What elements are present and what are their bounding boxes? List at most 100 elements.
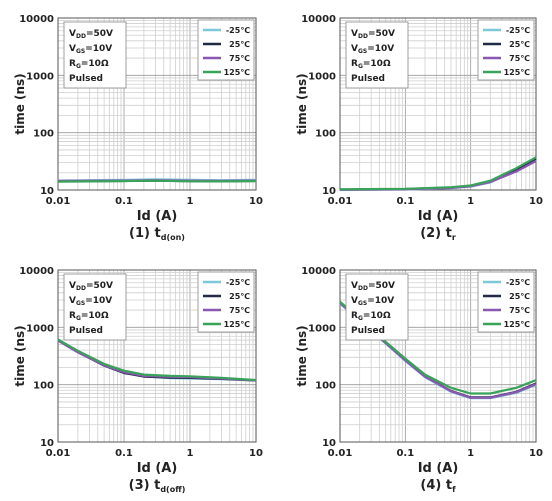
x-tick-label: 1: [187, 196, 194, 207]
condition-main: V: [69, 281, 76, 291]
legend-label: 75℃: [509, 306, 530, 315]
condition-text: RG=10Ω: [351, 59, 391, 70]
plot-frame: [57, 17, 257, 191]
condition-rest: =50V: [368, 281, 395, 291]
condition-main: R: [69, 311, 76, 321]
plot-frame: [57, 269, 257, 443]
x-axis-label: Id (A): [137, 461, 178, 476]
y-tick-label: 10000: [19, 14, 54, 25]
legend-label: -25℃: [506, 26, 530, 35]
condition-subscript: DD: [76, 33, 86, 40]
legend-label: -25℃: [226, 278, 250, 287]
condition-rest: =10Ω: [81, 59, 109, 69]
condition-subscript: G: [76, 63, 81, 70]
x-tick-label: 0.01: [46, 196, 71, 207]
condition-subscript: G: [76, 315, 81, 322]
condition-rest: =10Ω: [81, 311, 109, 321]
x-tick-label: 1: [467, 448, 474, 459]
condition-rest: =10V: [367, 44, 394, 54]
y-tick-label: 10: [322, 438, 336, 449]
condition-main: R: [69, 59, 76, 69]
condition-main: V: [69, 296, 76, 306]
condition-subscript: GS: [76, 300, 85, 307]
condition-text: VDD=50V: [351, 281, 395, 292]
y-tick-label: 10: [40, 186, 54, 197]
panel-caption: (4) tf: [420, 478, 456, 494]
y-tick-label: 10000: [19, 266, 54, 277]
condition-text: VGS=10V: [351, 44, 394, 55]
conditions-frame: [63, 273, 127, 341]
condition-main: V: [351, 44, 358, 54]
panel-caption: (3) td(off): [129, 478, 186, 494]
conditions-frame: [345, 273, 409, 341]
y-axis-label: time (ns): [295, 325, 309, 386]
x-axis-label: Id (A): [137, 209, 178, 224]
condition-text: RG=10Ω: [351, 311, 391, 322]
series-line-4: [339, 156, 537, 191]
x-tick-label: 10: [249, 448, 263, 459]
conditions-frame: [63, 21, 127, 89]
legend: -25℃ 25℃ 75℃ 125℃: [197, 19, 255, 81]
caption-subscript: f: [452, 485, 456, 494]
condition-text: RG=10Ω: [69, 59, 109, 70]
x-tick-label: 0.1: [115, 448, 133, 459]
legend-label: 125℃: [504, 68, 531, 77]
condition-main: V: [351, 281, 358, 291]
condition-main: Pulsed: [69, 74, 103, 84]
caption-text: (2) t: [420, 226, 452, 241]
y-tick-label: 100: [33, 381, 54, 392]
legend-label: 75℃: [509, 54, 530, 63]
legend-label: -25℃: [226, 26, 250, 35]
legend-label: 25℃: [509, 292, 530, 301]
condition-text: Pulsed: [351, 74, 385, 84]
chart-panel-2: 0.01 0.1 1 10 10 100 1000 10000 Id (A) (2) tr time…: [295, 14, 543, 242]
y-axis-label: time (ns): [13, 73, 27, 134]
x-tick-label: 0.1: [396, 448, 414, 459]
condition-subscript: GS: [76, 48, 85, 55]
conditions-frame: [345, 21, 409, 89]
y-tick-label: 1000: [308, 323, 336, 334]
condition-subscript: DD: [76, 285, 86, 292]
condition-main: R: [351, 311, 358, 321]
chart-panel-1: 0.01 0.1 1 10 10 100 1000 10000 Id (A) (1) td(on)…: [13, 14, 263, 242]
y-tick-label: 1000: [308, 71, 336, 82]
condition-text: Pulsed: [69, 326, 103, 336]
condition-rest: =10V: [367, 296, 394, 306]
legend-label: -25℃: [506, 278, 530, 287]
y-tick-label: 10: [40, 438, 54, 449]
condition-rest: =50V: [86, 281, 113, 291]
condition-rest: =50V: [86, 29, 113, 39]
condition-text: Pulsed: [69, 74, 103, 84]
condition-text: RG=10Ω: [69, 311, 109, 322]
x-tick-label: 0.1: [396, 196, 414, 207]
y-tick-label: 10000: [301, 266, 336, 277]
condition-text: VGS=10V: [69, 296, 112, 307]
condition-subscript: GS: [358, 300, 367, 307]
condition-main: V: [69, 44, 76, 54]
condition-main: Pulsed: [351, 326, 385, 336]
x-tick-label: 0.01: [328, 196, 353, 207]
condition-rest: =10Ω: [363, 311, 391, 321]
condition-text: Pulsed: [351, 326, 385, 336]
panel-caption: (1) td(on): [129, 226, 185, 242]
x-tick-label: 0.01: [328, 448, 353, 459]
y-tick-label: 10000: [301, 14, 336, 25]
condition-subscript: G: [358, 63, 363, 70]
condition-main: Pulsed: [69, 326, 103, 336]
series-line-2: [339, 157, 537, 191]
caption-subscript: r: [452, 233, 456, 242]
y-tick-label: 100: [315, 129, 336, 140]
y-tick-label: 100: [33, 129, 54, 140]
plot-frame: [339, 269, 537, 443]
chart-panel-4: 0.01 0.1 1 10 10 100 1000 10000 Id (A) (4) tf time…: [295, 266, 543, 494]
condition-main: Pulsed: [351, 74, 385, 84]
legend-label: 25℃: [509, 40, 530, 49]
chart-panel-3: 0.01 0.1 1 10 10 100 1000 10000 Id (A) (3) td(off…: [13, 266, 263, 494]
x-tick-label: 0.1: [115, 196, 133, 207]
condition-subscript: G: [358, 315, 363, 322]
series-line-3: [339, 160, 537, 191]
x-axis-label: Id (A): [418, 209, 459, 224]
